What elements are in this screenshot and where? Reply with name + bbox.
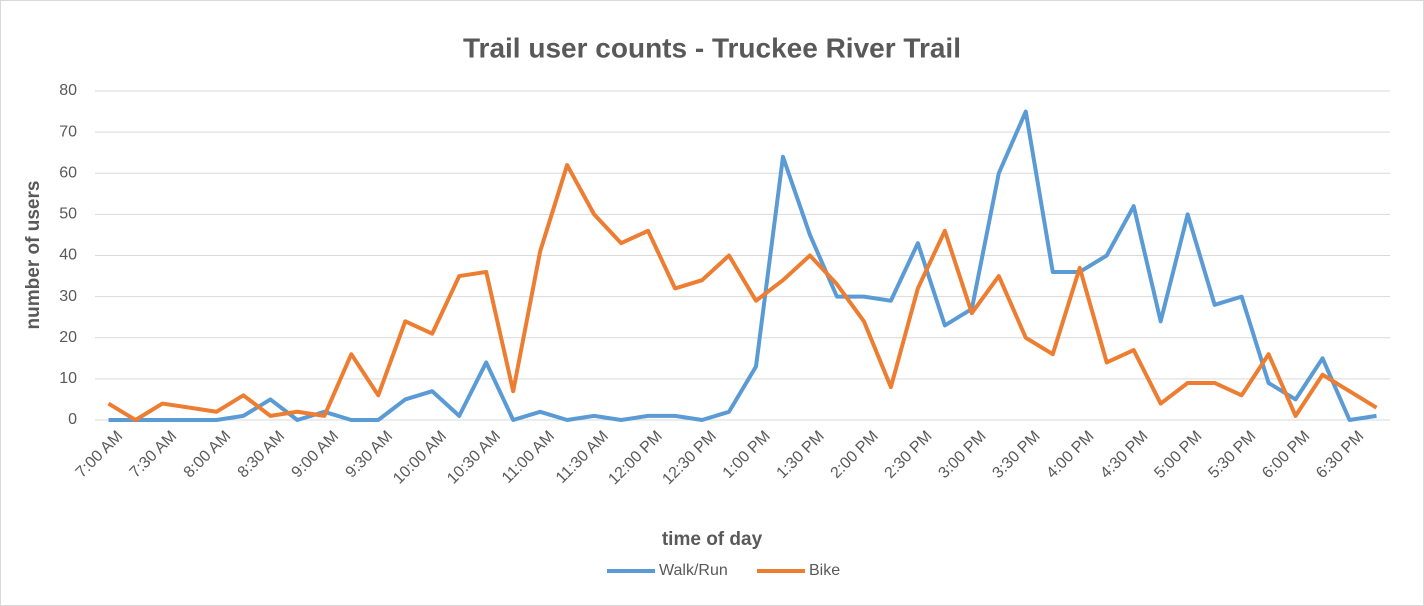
y-tick-label: 70 [59, 123, 77, 140]
legend-label: Bike [809, 562, 840, 579]
series-line [108, 109, 1377, 422]
y-tick-label: 30 [59, 288, 77, 305]
x-axis-label: time of day [662, 529, 763, 550]
y-tick-label: 60 [59, 164, 77, 181]
y-tick-label: 0 [68, 411, 77, 428]
y-tick-label: 40 [59, 247, 77, 264]
chart-title: Trail user counts - Truckee River Trail [463, 32, 961, 63]
legend-label: Walk/Run [659, 562, 728, 579]
y-tick-label: 80 [59, 82, 77, 99]
y-axis-label: number of users [23, 181, 44, 330]
series-line [107, 163, 1378, 422]
y-tick-label: 20 [59, 329, 77, 346]
y-tick-label: 10 [59, 370, 77, 387]
y-tick-label: 50 [59, 206, 77, 223]
